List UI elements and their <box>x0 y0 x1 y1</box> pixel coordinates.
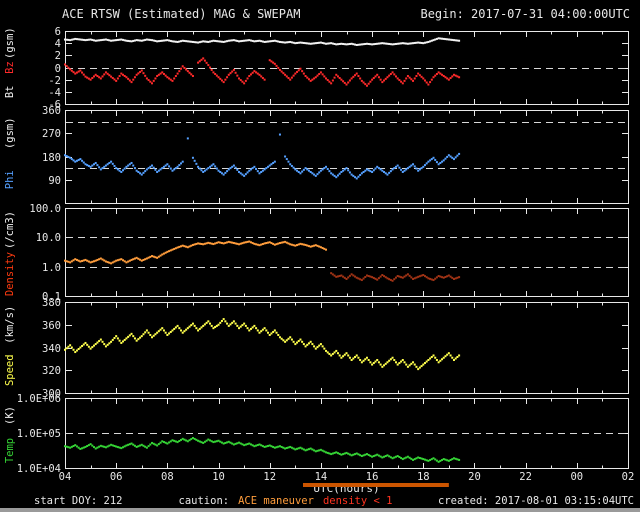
svg-text:0.1: 0.1 <box>42 291 61 303</box>
svg-text:360: 360 <box>42 105 61 117</box>
svg-text:1.0E+05: 1.0E+05 <box>17 428 61 440</box>
svg-text:10.0: 10.0 <box>36 232 61 244</box>
density-warning: density < 1 <box>322 495 393 507</box>
caution-label: caution: <box>178 495 230 507</box>
svg-text:1.0E+04: 1.0E+04 <box>17 463 61 475</box>
svg-text:(gsm): (gsm) <box>4 27 16 59</box>
svg-text:Bz: Bz <box>4 61 16 74</box>
svg-text:02: 02 <box>622 471 635 483</box>
maneuver-note: ACE maneuver <box>238 495 314 507</box>
svg-text:16: 16 <box>366 471 379 483</box>
svg-text:Temp: Temp <box>4 438 16 463</box>
svg-text:360: 360 <box>42 320 61 332</box>
svg-text:12: 12 <box>263 471 276 483</box>
svg-text:Speed: Speed <box>4 354 16 386</box>
created-timestamp: created: 2017-08-01 03:15:04UTC <box>438 495 634 507</box>
svg-text:14: 14 <box>315 471 328 483</box>
svg-text:1.0: 1.0 <box>42 262 61 274</box>
svg-text:10: 10 <box>212 471 225 483</box>
panel-speed: 380 360 340 320 300 Speed (km/s) <box>4 297 629 400</box>
chart-canvas: 6420-2-4-6BtBz(gsm)36027018090Phi(gsm)10… <box>4 26 635 495</box>
svg-text:Phi: Phi <box>4 170 16 189</box>
svg-text:1.0E+06: 1.0E+06 <box>17 393 61 405</box>
svg-text:(gsm): (gsm) <box>4 117 16 149</box>
svg-text:00: 00 <box>570 471 583 483</box>
maneuver-indicator-bar <box>302 483 449 487</box>
panel-density: 100.0 10.0 1.0 0.1 Density (/cm3) <box>4 203 629 303</box>
start-doy-label: start DOY: 212 <box>34 495 123 507</box>
panel-phi: 360 270 180 90 Phi (gsm) <box>4 105 629 204</box>
svg-text:-4: -4 <box>48 87 61 99</box>
svg-text:100.0: 100.0 <box>29 203 61 215</box>
svg-text:22: 22 <box>519 471 532 483</box>
svg-text:90: 90 <box>48 175 61 187</box>
plot-header: ACE RTSW (Estimated) MAG & SWEPAM Begin:… <box>0 0 640 28</box>
svg-text:4: 4 <box>55 38 61 50</box>
svg-text:-6: -6 <box>48 99 61 111</box>
svg-text:300: 300 <box>42 388 61 400</box>
plot-footer: start DOY: 212 caution: ACE maneuver den… <box>0 494 640 508</box>
svg-text:0: 0 <box>55 63 61 75</box>
svg-text:(km/s): (km/s) <box>4 306 16 344</box>
svg-text:20: 20 <box>468 471 481 483</box>
caution-group: caution: ACE maneuver density < 1 <box>179 495 393 507</box>
svg-text:270: 270 <box>42 128 61 140</box>
svg-text:18: 18 <box>417 471 430 483</box>
svg-text:06: 06 <box>110 471 123 483</box>
svg-text:320: 320 <box>42 365 61 377</box>
begin-timestamp: Begin: 2017-07-31 04:00:00UTC <box>420 7 630 21</box>
svg-text:08: 08 <box>161 471 174 483</box>
svg-text:-2: -2 <box>48 75 61 87</box>
svg-text:Density: Density <box>4 252 16 296</box>
svg-text:180: 180 <box>42 152 61 164</box>
svg-text:(K): (K) <box>4 406 16 425</box>
svg-text:380: 380 <box>42 297 61 309</box>
svg-text:Bt: Bt <box>4 86 16 99</box>
svg-text:340: 340 <box>42 343 61 355</box>
svg-text:04: 04 <box>59 471 72 483</box>
svg-text:2: 2 <box>55 50 61 62</box>
horizontal-scrollbar[interactable] <box>0 508 640 512</box>
svg-text:6: 6 <box>55 26 61 38</box>
plot-title: ACE RTSW (Estimated) MAG & SWEPAM <box>62 7 301 21</box>
svg-text:(/cm3): (/cm3) <box>4 211 16 249</box>
